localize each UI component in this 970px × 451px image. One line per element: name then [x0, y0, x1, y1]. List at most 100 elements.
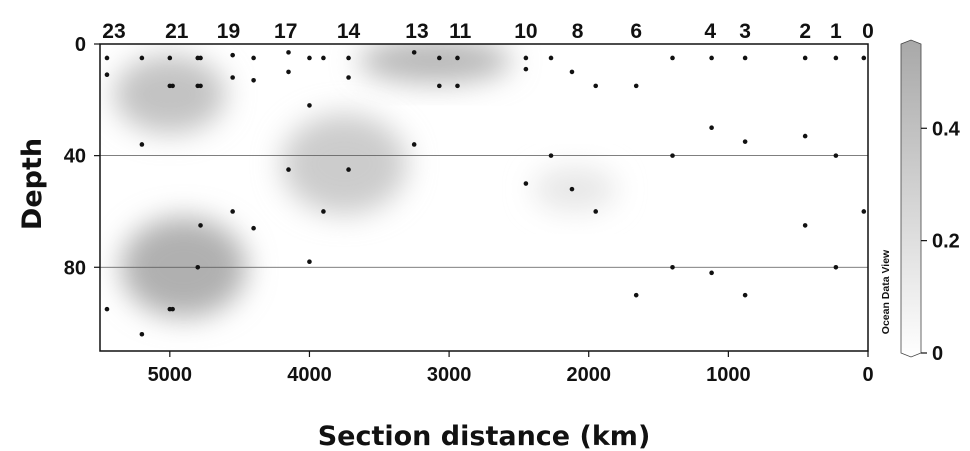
sample-point — [251, 55, 256, 61]
station-label: 10 — [514, 20, 537, 43]
sample-point — [346, 167, 351, 172]
sample-point — [307, 259, 312, 264]
station-label: 11 — [449, 20, 472, 43]
shaded-region-0 — [113, 55, 226, 134]
x-tick-label: 0 — [862, 364, 873, 386]
sample-point — [633, 292, 639, 298]
sample-point — [286, 50, 291, 55]
sample-point — [670, 264, 675, 270]
station-label: 6 — [630, 20, 642, 43]
station-label: 2 — [799, 20, 811, 43]
sample-point — [633, 83, 639, 89]
sample-point — [861, 209, 867, 214]
sample-point — [230, 52, 235, 58]
station-labels: 23 21 19 17 14 13 11 10 8 6 4 3 2 1 0 — [102, 20, 874, 43]
sample-point — [411, 142, 417, 147]
station-label: 4 — [704, 20, 716, 43]
sample-point — [455, 55, 460, 61]
y-ticks: 0 40 80 — [64, 34, 100, 279]
x-axis-title: Section distance (km) — [318, 421, 651, 451]
station-label: 23 — [102, 20, 125, 43]
sample-point — [167, 55, 173, 61]
sample-point — [321, 55, 326, 61]
sample-point — [833, 264, 839, 270]
sample-point — [286, 69, 291, 75]
sample-point — [670, 153, 675, 158]
shaded-region-3 — [358, 44, 512, 84]
sample-point — [437, 55, 442, 61]
ocean-data-view-watermark: Ocean Data View — [880, 249, 892, 334]
shaded-region-4 — [532, 166, 617, 212]
shaded-field — [113, 44, 617, 318]
station-label: 13 — [405, 20, 428, 43]
sample-point — [523, 55, 529, 61]
sample-point — [802, 223, 808, 228]
sample-point — [670, 55, 675, 61]
gridlines — [100, 155, 868, 268]
sample-point — [802, 55, 808, 61]
sample-point — [593, 209, 599, 214]
sample-point — [104, 55, 110, 61]
sample-point — [104, 72, 110, 77]
station-label: 8 — [572, 20, 584, 43]
sample-point — [569, 69, 575, 75]
sample-point — [198, 223, 203, 228]
station-label: 21 — [165, 20, 189, 43]
sample-point — [411, 50, 417, 55]
y-tick-label: 80 — [64, 257, 86, 279]
y-tick-label: 40 — [64, 146, 86, 168]
station-label: 17 — [274, 20, 297, 43]
sample-point — [437, 83, 442, 89]
station-label: 0 — [862, 20, 874, 43]
sample-point — [742, 292, 748, 298]
sample-point — [742, 139, 748, 144]
sample-point — [251, 225, 256, 231]
sample-point — [104, 306, 110, 312]
sample-point — [523, 66, 529, 72]
station-label: 14 — [337, 20, 361, 43]
station-label: 19 — [217, 20, 240, 43]
sample-point — [593, 83, 599, 89]
x-tick-label: 5000 — [148, 364, 193, 386]
x-tick-label: 3000 — [427, 364, 472, 386]
sample-point — [139, 142, 145, 147]
sample-point — [709, 270, 714, 276]
colorbar: 0 0.2 0.4 — [900, 39, 961, 365]
plot-frame — [99, 43, 869, 352]
sample-point — [198, 55, 203, 61]
sample-point — [170, 306, 175, 312]
sample-point — [548, 55, 554, 61]
sample-point — [709, 55, 714, 61]
station-label: 1 — [830, 20, 842, 43]
sample-point — [195, 264, 201, 270]
sample-point — [833, 55, 839, 61]
colorbar-tick-label: 0.2 — [932, 231, 960, 253]
colorbar-body — [900, 39, 922, 358]
sample-point — [321, 209, 326, 214]
sample-point — [170, 83, 175, 89]
sample-point — [198, 83, 203, 89]
x-ticks: 5000 4000 3000 2000 1000 0 — [148, 351, 874, 386]
shaded-region-2 — [281, 113, 408, 215]
colorbar-tick-label: 0.4 — [932, 118, 961, 140]
sample-point — [802, 133, 808, 139]
sample-point — [251, 77, 256, 83]
sample-point — [230, 209, 235, 214]
x-tick-label: 4000 — [287, 364, 332, 386]
sample-point — [709, 125, 714, 131]
sample-point — [523, 181, 529, 186]
sample-points — [104, 50, 867, 337]
sample-point — [861, 55, 867, 61]
y-axis-title: Depth — [17, 138, 48, 230]
colorbar-ticks: 0 0.2 0.4 — [921, 118, 961, 365]
x-tick-label: 1000 — [706, 364, 751, 386]
sample-point — [346, 75, 351, 80]
sample-point — [139, 331, 145, 337]
y-tick-label: 0 — [75, 34, 86, 56]
sample-point — [833, 153, 839, 158]
x-tick-label: 2000 — [566, 364, 611, 386]
sample-point — [286, 167, 291, 172]
sample-point — [455, 83, 460, 89]
sample-point — [569, 186, 575, 192]
